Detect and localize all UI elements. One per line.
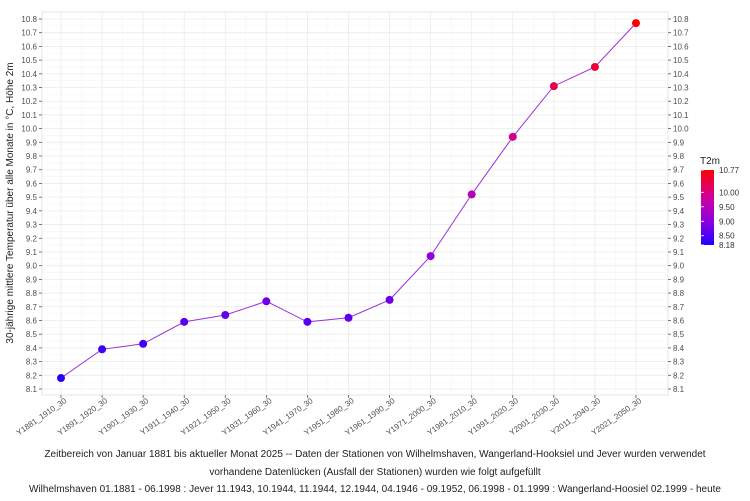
data-point: [508, 132, 517, 141]
y-tick-label-right: 9.1: [673, 248, 685, 257]
y-tick-label: 8.5: [26, 330, 38, 339]
y-tick-label: 8.6: [26, 316, 38, 325]
data-point: [426, 252, 435, 261]
y-tick-label: 8.1: [26, 385, 38, 394]
y-tick-label: 10.8: [21, 15, 37, 24]
y-tick-label-right: 8.6: [673, 316, 685, 325]
data-point: [631, 19, 640, 28]
y-axis-left: 8.1 8.2 8.3 8.4 8.5 8.6 8.7 8.8 8.9 9.0 9.1 9.2 9.3 9…: [21, 15, 42, 394]
data-point: [57, 374, 65, 383]
y-tick-label: 10.7: [21, 29, 37, 38]
y-tick-label: 8.8: [26, 289, 38, 298]
y-tick-label: 10.1: [21, 111, 37, 120]
x-axis: Y1881_1910_30Y1891_1920_30Y1901_1930_30Y…: [15, 395, 644, 437]
y-tick-label: 9.6: [26, 179, 38, 188]
y-tick-label-right: 8.4: [673, 344, 685, 353]
y-tick-label-right: 9.3: [673, 221, 685, 230]
legend-title: T2m: [700, 156, 720, 167]
caption-line-2: vorhandene Datenlücken (Ausfall der Stat…: [209, 467, 541, 478]
y-tick-label: 10.2: [21, 97, 37, 106]
y-tick-label: 8.9: [26, 275, 38, 284]
plot-panel: [41, 11, 669, 396]
y-tick-label-right: 8.9: [673, 275, 685, 284]
data-point: [262, 297, 271, 306]
caption-line-1: Zeitbereich von Januar 1881 bis aktuelle…: [44, 449, 706, 460]
data-point: [180, 317, 189, 326]
y-tick-label-right: 9.9: [673, 138, 685, 147]
y-tick-label-right: 10.5: [673, 56, 689, 65]
legend-label: 10.77: [719, 166, 740, 175]
y-tick-label: 9.7: [26, 166, 38, 175]
y-tick-label: 9.0: [26, 262, 38, 271]
legend-label: 9.50: [719, 203, 735, 212]
y-tick-label: 9.2: [26, 234, 38, 243]
data-point: [139, 339, 148, 348]
y-tick-label: 10.0: [21, 125, 37, 134]
y-axis-title: 30-jährige mittlere Temperatur über alle…: [5, 62, 16, 343]
y-tick-label: 9.5: [26, 193, 38, 202]
y-tick-label-right: 8.5: [673, 330, 685, 339]
y-tick-label: 9.9: [26, 138, 38, 147]
y-tick-label: 9.8: [26, 152, 38, 161]
y-tick-label-right: 8.7: [673, 303, 685, 312]
y-tick-label: 10.4: [21, 70, 37, 79]
y-tick-label-right: 10.1: [673, 111, 689, 120]
y-tick-label: 8.3: [26, 358, 38, 367]
y-tick-label-right: 10.2: [673, 97, 689, 106]
y-tick-label-right: 9.6: [673, 179, 685, 188]
legend-label: 10.00: [719, 188, 740, 197]
y-tick-label: 8.7: [26, 303, 38, 312]
y-tick-label-right: 9.5: [673, 193, 685, 202]
data-point: [98, 345, 107, 354]
y-tick-label: 8.4: [26, 344, 38, 353]
y-tick-label-right: 9.2: [673, 234, 685, 243]
legend: T2m 10.77 10.00 9.50 9.00 8.508.18: [700, 156, 740, 250]
y-tick-label-right: 10.7: [673, 29, 689, 38]
y-tick-label-right: 10.8: [673, 15, 689, 24]
y-tick-label-right: 9.0: [673, 262, 685, 271]
y-tick-label-right: 9.4: [673, 207, 685, 216]
y-tick-label-right: 8.8: [673, 289, 685, 298]
major-gridlines: [42, 12, 668, 395]
legend-colorbar: [701, 170, 714, 245]
y-tick-label-right: 10.0: [673, 125, 689, 134]
y-tick-label-right: 10.4: [673, 70, 689, 79]
y-tick-label-right: 8.3: [673, 358, 685, 367]
data-point: [221, 311, 230, 319]
data-point: [303, 317, 312, 326]
series-points: [57, 19, 640, 383]
y-tick-label: 10.5: [21, 56, 37, 65]
y-tick-label: 10.6: [21, 42, 37, 51]
y-tick-label: 8.2: [26, 371, 38, 380]
y-tick-label-right: 9.8: [673, 152, 685, 161]
y-tick-label: 9.1: [26, 248, 38, 257]
y-tick-label-right: 8.1: [673, 385, 685, 394]
data-point: [344, 313, 353, 322]
y-tick-label-right: 10.6: [673, 42, 689, 51]
legend-label: 8.50: [719, 232, 735, 241]
y-tick-label: 9.3: [26, 221, 38, 230]
data-point: [385, 295, 394, 304]
data-point: [467, 190, 476, 199]
y-tick-label-right: 9.7: [673, 166, 685, 175]
y-tick-label-right: 10.3: [673, 84, 689, 93]
y-axis-right: 8.1 8.2 8.3 8.4 8.5 8.6 8.7 8.8 8.9 9.0 9.1 9.2 9.3 9…: [668, 15, 689, 394]
y-tick-label: 9.4: [26, 207, 38, 216]
data-point: [590, 62, 599, 71]
minor-gridlines: [42, 12, 668, 395]
y-tick-label: 10.3: [21, 84, 37, 93]
legend-label: 8.18: [719, 241, 735, 250]
caption-line-3: Wilhelmshaven 01.1881 - 06.1998 : Jever …: [29, 484, 721, 495]
data-point: [549, 82, 558, 91]
y-tick-label-right: 8.2: [673, 371, 685, 380]
legend-label: 9.00: [719, 217, 735, 226]
